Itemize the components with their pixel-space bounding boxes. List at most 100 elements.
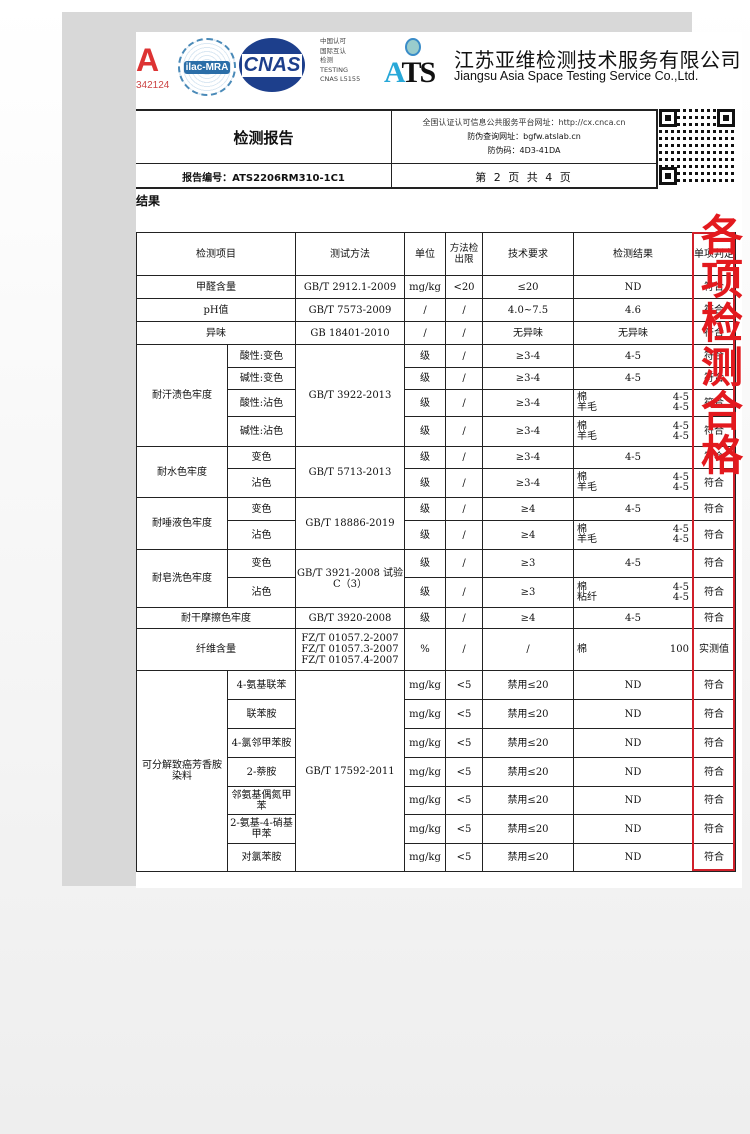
sub-item: 联苯胺 [227,699,296,729]
test-method: GB/T 3922-2013 [295,344,405,447]
sub-item: 4-氨基联苯 [227,670,296,700]
percent: 100 [669,644,689,655]
sub-item: 沾色 [227,520,296,550]
detection-limit: / [445,446,483,469]
report-number: 报告编号：ATS2206RM310-1C1 [136,164,392,189]
detection-limit: / [445,520,483,550]
unit: mg/kg [404,275,446,299]
fiber: 棉 [577,524,587,535]
requirement: ≥3-4 [482,367,574,390]
result-line: 棉 4-5 [577,581,689,593]
detection-limit: / [445,389,483,417]
sub-item: 变色 [227,497,296,521]
table-row: 异味 GB 18401-2010// 无异味 无异味 符合 [136,321,736,345]
result: 棉 4-5 粘纤 4-5 [573,577,693,608]
section-title: 结果 [136,194,161,208]
detection-limit: / [445,468,483,498]
unit: 级 [404,446,446,469]
document-frame: A 342124 ilac-MRA CNAS 中国认可 国际互认 检测 TEST… [62,12,742,888]
result-line: 粘纤 4-5 [577,591,689,603]
requirement: / [482,628,574,671]
grade: 4-5 [672,581,689,593]
cma-number: 342124 [136,80,170,91]
unit: mg/kg [404,699,446,729]
unit: 级 [404,549,446,578]
result: 棉 4-5 羊毛 4-5 [573,416,693,447]
result: ND [573,275,693,299]
column-header: 方法检出限 [445,232,483,276]
report-title: 检测报告 [136,111,392,164]
requirement: ≥3-4 [482,446,574,469]
grade: 4-5 [672,591,689,603]
unit: mg/kg [404,814,446,844]
unit: 级 [404,497,446,521]
table-row: 酸性:沾色 级 / ≥3-4 棉 4-5 羊毛 4-5 符合 [137,389,736,417]
cnas-line: TESTING [320,65,348,74]
result: 棉 4-5 羊毛 4-5 [573,389,693,417]
sub-item: 变色 [227,549,296,578]
table-row: 耐唾液色牢度 变色 GB/T 18886-2019 级 / ≥4 4-5 符合 [136,497,736,550]
fiber: 粘纤 [577,591,597,603]
verdict: 符合 [692,577,736,608]
sub-item: 4-氯邻甲苯胺 [227,728,296,758]
test-item: 耐皂洗色牢度 [136,549,228,608]
results-table: 检测项目 测试方法 单位 方法检出限 技术要求 检测结果 单项判定 甲醛含量 GB/T 2912… [136,232,736,872]
ats-logo: ATS [384,56,436,89]
company-name-cn: 江苏亚维检测技术服务有限公司 [454,48,741,72]
result: 棉 4-5 羊毛 4-5 [573,468,693,498]
requirement: 禁用≤20 [482,728,574,758]
result-line: 棉 100 [575,644,691,655]
unit: mg/kg [404,786,446,815]
result-line: 羊毛 4-5 [577,483,689,493]
test-item: 耐汗渍色牢度 [136,344,228,447]
table-row: 耐水色牢度 变色 GB/T 5713-2013 级 / ≥3-4 4-5 符合 [136,446,736,498]
verdict: 符合 [692,814,736,844]
column-header: 单项判定 [692,232,736,276]
cnas-caption: 中国认可 国际互认 检测 TESTING CNAS L5155 [320,37,360,85]
test-item: 耐水色牢度 [136,446,228,498]
verdict: 符合 [692,520,736,550]
table-row: 沾色 级 / ≥3 棉 4-5 粘纤 4-5 符合 [137,577,736,608]
unit: 级 [404,577,446,608]
ilac-mra-logo: ilac-MRA [178,38,236,96]
result-lines: 棉 4-5 粘纤 4-5 [575,581,691,603]
requirement: ≥3 [482,577,574,608]
sub-item: 对氯苯胺 [227,843,296,872]
requirement: 禁用≤20 [482,699,574,729]
detection-limit: <5 [445,699,483,729]
unit: 级 [404,468,446,498]
unit: 级 [404,389,446,417]
test-method: GB/T 2912.1-2009 [295,275,405,299]
qr-code [659,109,735,185]
result-line: 棉 4-5 [577,420,689,432]
detection-limit: <5 [445,757,483,787]
unit: 级 [404,416,446,447]
requirement: ≥3 [482,549,574,578]
test-method: GB/T 3920-2008 [295,607,405,629]
requirement: ≥4 [482,607,574,629]
cnas-logo: CNAS [239,38,305,92]
test-item: 耐唾液色牢度 [136,497,228,550]
table-row: 碱性:变色级 / ≥3-4 4-5 符合 [137,367,736,390]
sub-item: 变色 [227,446,296,469]
result: 棉 4-5 羊毛 4-5 [573,520,693,550]
fiber: 羊毛 [577,430,597,442]
sub-item: 酸性:沾色 [227,389,296,417]
sub-item: 碱性:沾色 [227,416,296,447]
unit: 级 [404,344,446,368]
detection-limit: <5 [445,670,483,700]
cnas-line: 中国认可 [320,37,346,45]
detection-limit: / [445,344,483,368]
requirement: ≤20 [482,275,574,299]
detection-limit: / [445,607,483,629]
table-row: 可分解致癌芳香胺染料 4-氨基联苯 GB/T 17592-2011 mg/kg <5 禁用… [136,670,736,872]
unit: mg/kg [404,728,446,758]
result: ND [573,757,693,787]
detection-limit: / [445,416,483,447]
requirement: ≥3-4 [482,389,574,417]
result: 棉 100 [573,628,693,671]
test-method: GB/T 5713-2013 [295,446,405,498]
grade: 4-5 [672,420,689,432]
requirement: 禁用≤20 [482,757,574,787]
requirement: 4.0~7.5 [482,298,574,322]
